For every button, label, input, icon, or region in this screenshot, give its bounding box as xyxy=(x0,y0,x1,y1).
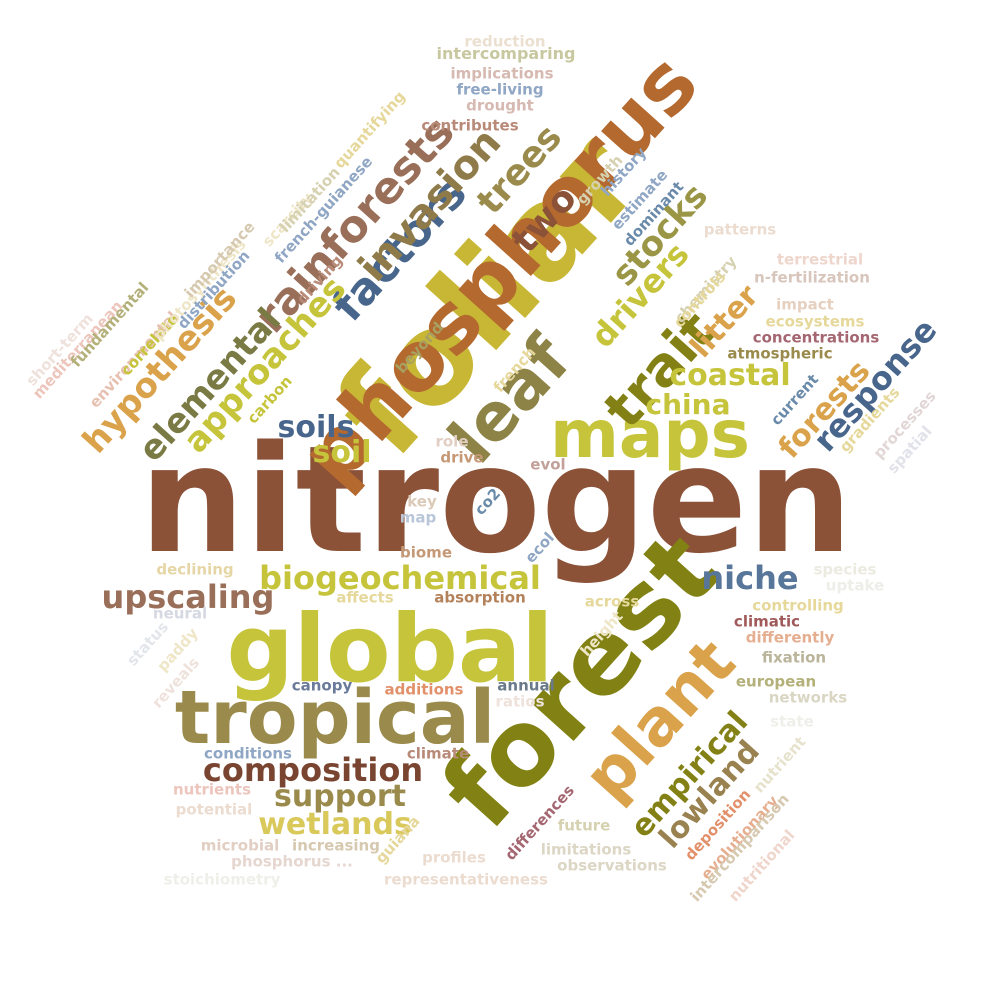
word: climatic xyxy=(733,612,801,631)
word: affects xyxy=(336,588,394,607)
word: representativeness xyxy=(384,870,548,889)
word: absorption xyxy=(434,588,526,607)
word: uptake xyxy=(825,576,885,595)
word: neural xyxy=(152,604,208,623)
word: composition xyxy=(202,751,424,789)
word: drought xyxy=(466,96,534,115)
word: concentrations xyxy=(752,328,880,347)
word: china xyxy=(645,388,731,421)
word: upscaling xyxy=(101,578,275,616)
word: biogeochemical xyxy=(259,559,541,597)
word: phosphorus ... xyxy=(231,852,353,871)
word: declining xyxy=(156,560,234,579)
word: limitations xyxy=(540,840,632,859)
word: stoichiometry xyxy=(163,870,281,889)
word: differently xyxy=(745,628,835,647)
word: future xyxy=(557,816,611,835)
word: increasing xyxy=(292,836,380,855)
word: nutrients xyxy=(172,780,252,799)
word: conditions xyxy=(204,744,292,763)
word: wetlands xyxy=(258,807,412,842)
word: impact xyxy=(776,295,834,314)
word: additions xyxy=(384,680,464,699)
word: observations xyxy=(557,856,667,875)
word: map xyxy=(399,508,437,527)
word: soil xyxy=(312,435,372,470)
word: european xyxy=(735,672,817,691)
word: ratios xyxy=(495,692,545,711)
word: reduction xyxy=(464,32,546,51)
word: across xyxy=(584,592,640,611)
word: role xyxy=(435,432,469,451)
word: microbial xyxy=(200,836,280,855)
word: nutrient xyxy=(749,732,810,797)
word: contributes xyxy=(421,116,519,135)
word: canopy xyxy=(291,676,353,695)
word: annual xyxy=(497,676,555,695)
word: patterns xyxy=(703,220,777,239)
word: support xyxy=(274,779,406,814)
word: maps xyxy=(550,396,750,473)
word: state xyxy=(770,712,814,731)
word: species xyxy=(813,560,877,579)
word: key xyxy=(407,492,437,511)
word: implications xyxy=(450,64,554,83)
word: nitrogen xyxy=(139,414,853,586)
word: global xyxy=(226,595,554,704)
word: drive xyxy=(440,448,484,467)
word: networks xyxy=(768,688,848,707)
word: soils xyxy=(277,410,355,445)
word: atmospheric xyxy=(727,344,833,363)
word: niche xyxy=(701,559,799,597)
word: profiles xyxy=(422,848,486,867)
word: controlling xyxy=(752,596,844,615)
word: fixation xyxy=(761,648,827,667)
word: evol xyxy=(530,455,566,474)
word: coastal xyxy=(669,358,791,393)
word: n-fertilization xyxy=(754,268,870,287)
word: potential xyxy=(175,800,253,819)
word: terrestrial xyxy=(776,250,864,269)
word: climate xyxy=(406,744,470,763)
word: free-living xyxy=(456,80,544,99)
word: biome xyxy=(400,543,452,562)
word: tropical xyxy=(174,675,496,761)
word: intercomparing xyxy=(436,44,576,63)
word: ecosystems xyxy=(765,312,865,331)
